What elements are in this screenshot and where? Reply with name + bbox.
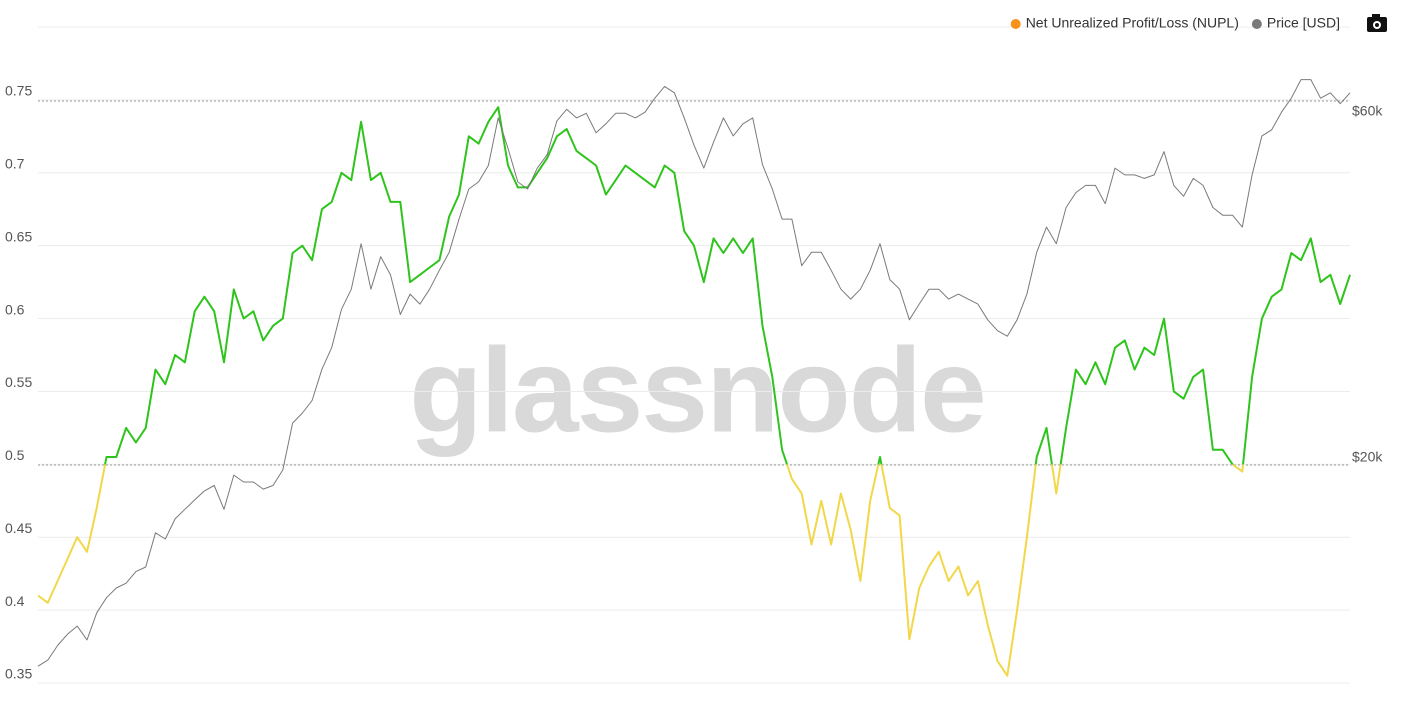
y-tick-label: 0.7 <box>5 155 25 171</box>
y-tick-label: 0.75 <box>5 83 32 99</box>
y-tick-label: 0.5 <box>5 447 25 463</box>
y-tick-label: 0.6 <box>5 301 25 317</box>
y-tick-label: 0.35 <box>5 666 32 682</box>
camera-icon[interactable] <box>1367 14 1387 32</box>
legend-label: Net Unrealized Profit/Loss (NUPL) <box>1026 15 1239 31</box>
y-tick-label: 0.45 <box>5 520 32 536</box>
legend-dot <box>1010 19 1021 29</box>
y2-tick-label: $20k <box>1352 449 1383 465</box>
watermark: glassnode <box>409 324 985 458</box>
legend-label: Price [USD] <box>1267 15 1340 31</box>
y-tick-label: 0.65 <box>5 228 32 244</box>
y2-tick-label: $60k <box>1352 103 1383 119</box>
y-tick-label: 0.55 <box>5 374 32 390</box>
y-tick-label: 0.4 <box>5 593 25 609</box>
price-line <box>37 79 1351 667</box>
legend-dot <box>1251 19 1262 29</box>
nupl-line <box>104 106 1351 465</box>
